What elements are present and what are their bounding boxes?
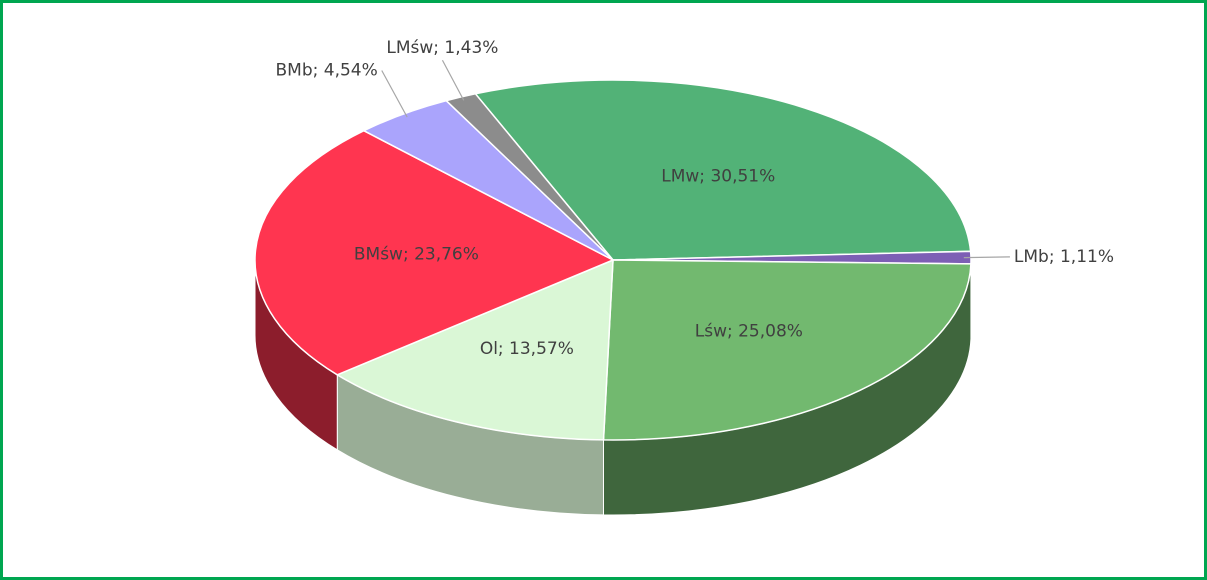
data-label: LMw; 30,51% — [661, 166, 775, 186]
data-label: LMśw; 1,43% — [386, 38, 498, 58]
data-label: Ol; 13,57% — [480, 339, 574, 359]
leader-line — [441, 59, 465, 101]
leader-line — [381, 70, 408, 118]
slice: BMśw — [254, 129, 615, 376]
data-label: BMśw; 23,76% — [354, 245, 479, 265]
slice: LMśw — [444, 92, 614, 261]
leader-line — [963, 256, 1010, 259]
slice: Lśw — [602, 259, 972, 441]
data-label: Lśw; 25,08% — [695, 322, 803, 342]
data-label: BMb; 4,54% — [276, 60, 378, 80]
data-label: LMb; 1,11% — [1014, 247, 1114, 267]
slice: LMw — [474, 79, 972, 261]
slice: Ol — [335, 258, 614, 441]
